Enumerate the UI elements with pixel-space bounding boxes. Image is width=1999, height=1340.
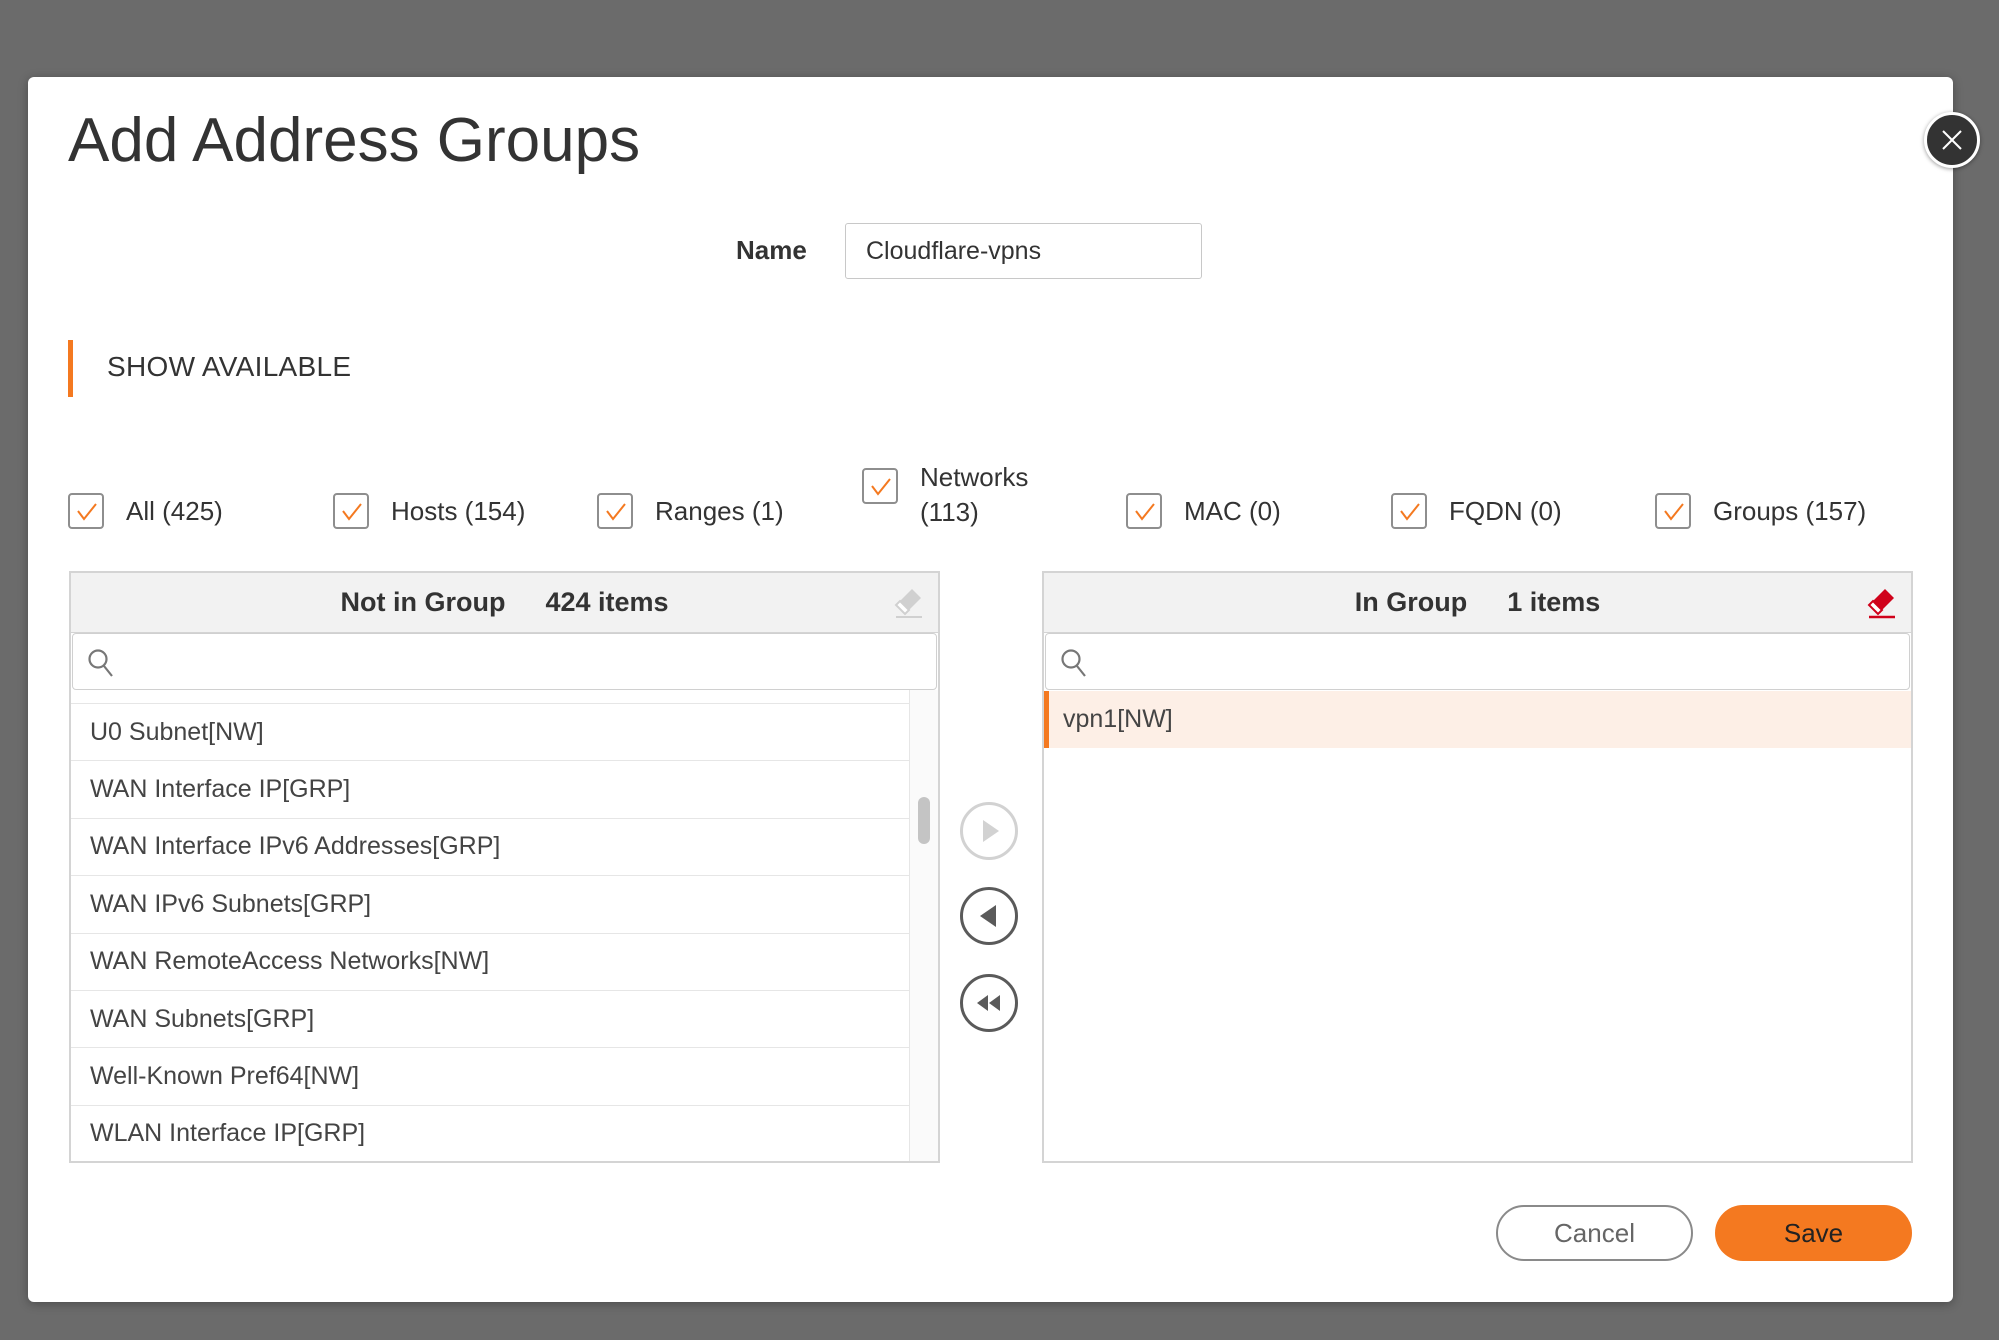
cancel-button[interactable]: Cancel xyxy=(1496,1205,1693,1261)
list-item[interactable]: WAN Interface IP[GRP] xyxy=(71,761,910,819)
list-item[interactable]: vpn1[NW] xyxy=(1044,691,1911,749)
play-left-icon xyxy=(980,905,996,927)
section-accent-bar xyxy=(68,340,73,397)
checkmark-icon xyxy=(871,478,891,496)
list-item[interactable]: WAN IPv6 Subnets[GRP] xyxy=(71,876,910,934)
not-in-group-search[interactable] xyxy=(72,633,937,690)
eraser-icon[interactable] xyxy=(894,587,924,626)
checkmark-icon xyxy=(342,503,362,521)
checkbox[interactable] xyxy=(862,468,898,504)
filter-checkbox[interactable]: Groups (157) xyxy=(1655,493,1866,529)
filter-checkbox[interactable]: Hosts (154) xyxy=(333,493,525,529)
item-count: 1 items xyxy=(1507,587,1601,617)
checkmark-icon xyxy=(1400,503,1420,521)
name-label: Name xyxy=(736,235,807,265)
play-right-icon xyxy=(983,820,999,842)
show-available-heading: SHOW AVAILABLE xyxy=(107,351,352,382)
filter-label: All (425) xyxy=(126,495,223,526)
filter-label: MAC (0) xyxy=(1184,495,1281,526)
not-in-group-list: U0 Subnet[NW] WAN Interface IP[GRP] WAN In… xyxy=(71,690,910,1161)
panel-title: Not in Group xyxy=(340,587,506,617)
name-input[interactable] xyxy=(845,223,1202,279)
filter-label: Networks (113) xyxy=(920,462,1029,527)
filter-checkbox[interactable]: Networks (113) xyxy=(862,460,1040,530)
scrollbar[interactable] xyxy=(909,690,938,1161)
filter-checkbox[interactable]: FQDN (0) xyxy=(1391,493,1562,529)
list-item[interactable]: WAN Interface IPv6 Addresses[GRP] xyxy=(71,819,910,877)
remove-all-button[interactable] xyxy=(960,974,1018,1032)
filter-label: Hosts (154) xyxy=(391,495,526,526)
checkmark-icon xyxy=(606,503,626,521)
close-icon xyxy=(1942,130,1962,150)
scrollbar-thumb[interactable] xyxy=(918,797,930,844)
rewind-icon xyxy=(977,995,1000,1011)
in-group-search-input[interactable] xyxy=(1098,638,1901,685)
list-item[interactable]: WLAN Interface IP[GRP] xyxy=(71,1106,910,1161)
add-address-groups-dialog: Add Address Groups Name SHOW AVAILABLE A… xyxy=(28,77,1953,1302)
list-item[interactable] xyxy=(71,690,910,704)
checkmark-icon xyxy=(1664,503,1684,521)
panel-title: In Group xyxy=(1354,587,1468,617)
checkbox[interactable] xyxy=(68,493,104,529)
eraser-icon[interactable] xyxy=(1867,587,1897,626)
close-button[interactable] xyxy=(1924,112,1980,168)
remove-from-group-button[interactable] xyxy=(960,887,1018,945)
list-item[interactable]: WAN Subnets[GRP] xyxy=(71,991,910,1049)
in-group-header: In Group 1 items xyxy=(1044,573,1911,633)
filter-checkbox[interactable]: Ranges (1) xyxy=(597,493,784,529)
filter-checkbox[interactable]: MAC (0) xyxy=(1126,493,1281,529)
search-icon xyxy=(1061,649,1086,677)
checkbox[interactable] xyxy=(1391,493,1427,529)
filter-label: FQDN (0) xyxy=(1449,495,1562,526)
search-icon xyxy=(88,649,113,677)
filter-checkbox[interactable]: All (425) xyxy=(68,493,223,529)
checkmark-icon xyxy=(77,503,97,521)
filter-label: Ranges (1) xyxy=(655,495,784,526)
add-to-group-button[interactable] xyxy=(960,802,1018,860)
checkbox[interactable] xyxy=(1126,493,1162,529)
list-item[interactable]: WAN RemoteAccess Networks[NW] xyxy=(71,934,910,991)
checkmark-icon xyxy=(1135,503,1155,521)
checkbox[interactable] xyxy=(333,493,369,529)
checkbox[interactable] xyxy=(597,493,633,529)
not-in-group-panel: Not in Group 424 items U0 Subnet[NW] WAN … xyxy=(69,571,940,1163)
save-button[interactable]: Save xyxy=(1715,1205,1912,1261)
in-group-search[interactable] xyxy=(1045,633,1910,690)
checkbox[interactable] xyxy=(1655,493,1691,529)
not-in-group-search-input[interactable] xyxy=(125,638,928,685)
in-group-list: vpn1[NW] xyxy=(1044,691,1911,1161)
list-item[interactable]: U0 Subnet[NW] xyxy=(71,704,910,762)
in-group-panel: In Group 1 items vpn1[NW] xyxy=(1042,571,1913,1163)
item-count: 424 items xyxy=(545,587,669,617)
dialog-title: Add Address Groups xyxy=(68,106,641,175)
not-in-group-header: Not in Group 424 items xyxy=(71,573,938,633)
list-item[interactable]: Well-Known Pref64[NW] xyxy=(71,1048,910,1106)
filter-label: Groups (157) xyxy=(1713,495,1867,526)
